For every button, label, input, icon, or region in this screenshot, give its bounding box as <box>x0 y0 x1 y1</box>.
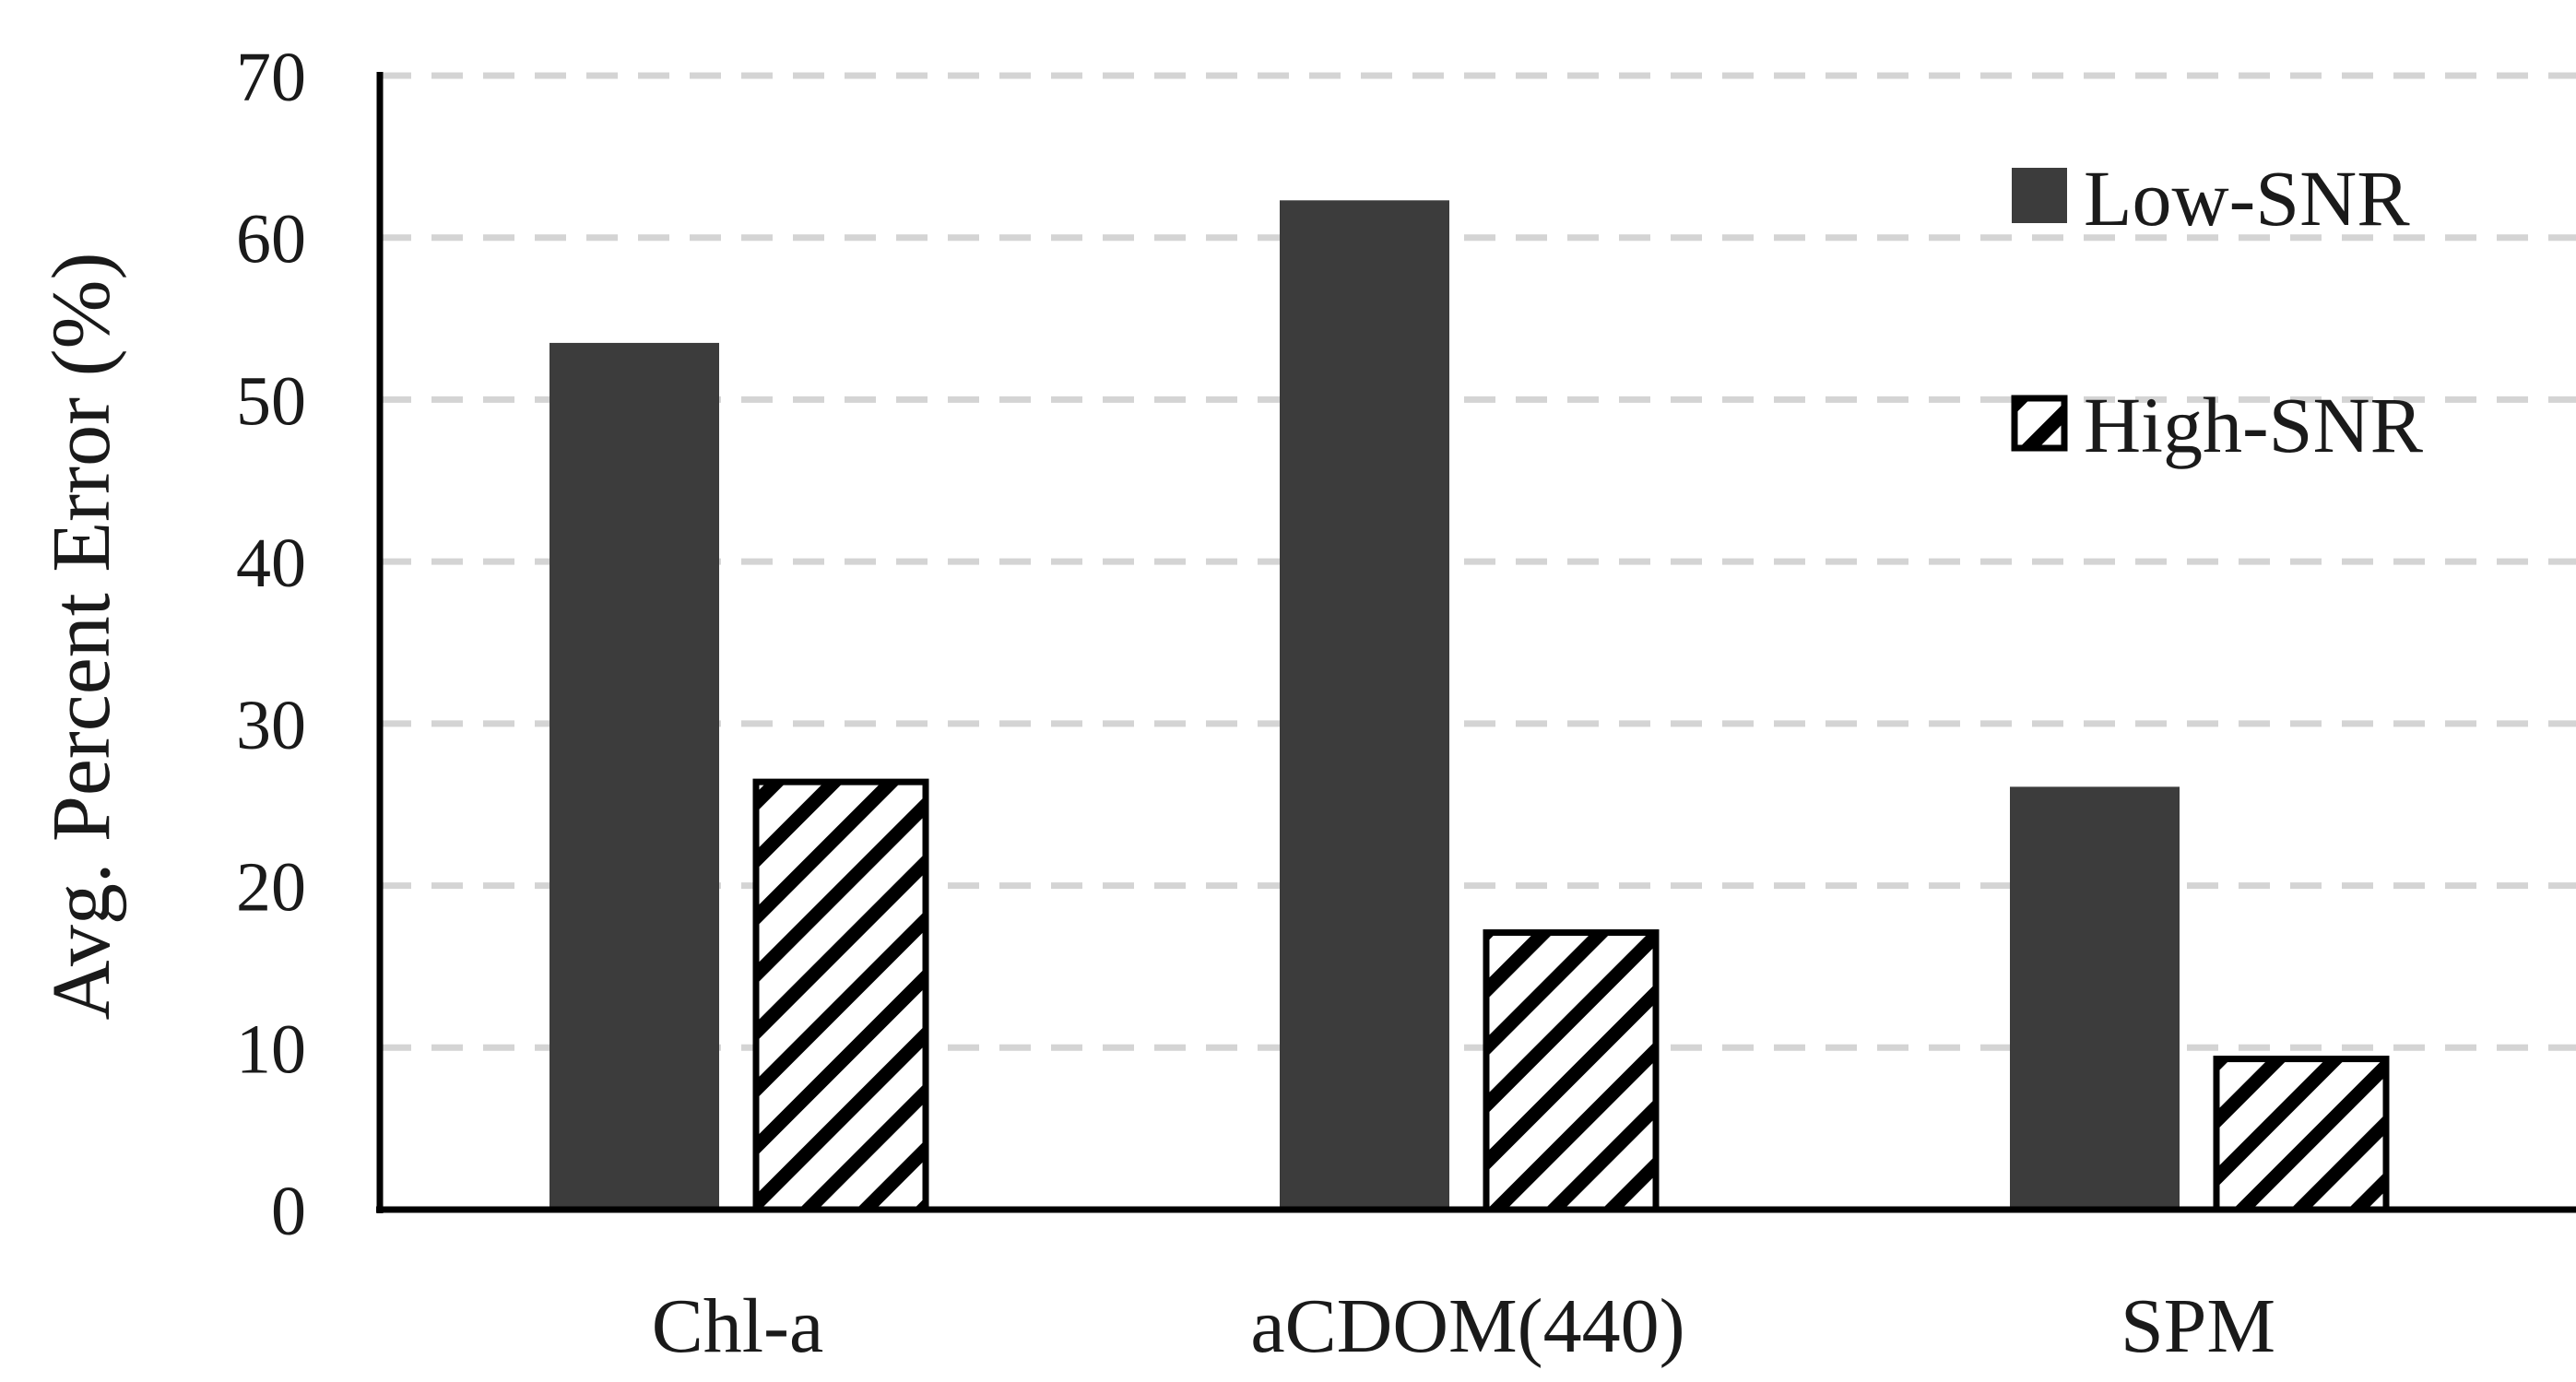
legend-swatch-high-snr <box>2011 395 2068 452</box>
y-tick-label: 10 <box>236 1010 306 1088</box>
bars <box>549 200 2390 1213</box>
x-category-label: SPM <box>2121 1283 2275 1369</box>
y-tick-label: 0 <box>271 1173 306 1250</box>
bar-high-snr-acdom-440- <box>1483 929 1660 1213</box>
y-tick-label: 30 <box>236 687 306 764</box>
legend: Low-SNR High-SNR <box>2011 154 2424 469</box>
x-category-label: Chl-a <box>652 1283 824 1369</box>
x-category-label: aCDOM(440) <box>1250 1283 1684 1369</box>
y-tick-label: 50 <box>236 362 306 440</box>
bar-high-snr-spm <box>2213 1056 2390 1213</box>
legend-swatch-low-snr <box>2012 168 2067 223</box>
bar-high-snr-chl-a <box>752 778 929 1213</box>
bar-low-snr-chl-a <box>549 342 719 1210</box>
legend-label-low-snr: Low-SNR <box>2084 154 2410 242</box>
axes <box>376 72 2576 1213</box>
bar-low-snr-spm <box>2010 786 2180 1210</box>
gridlines <box>380 72 2576 1051</box>
y-tick-label: 20 <box>236 849 306 927</box>
y-tick-label: 60 <box>236 201 306 278</box>
y-axis-label: Avg. Percent Error (%) <box>36 253 127 1021</box>
x-category-labels: Chl-a aCDOM(440) SPM <box>652 1283 2275 1369</box>
bar-low-snr-acdom-440- <box>1280 200 1449 1210</box>
y-tick-label: 70 <box>236 39 306 116</box>
y-tick-label: 40 <box>236 525 306 602</box>
y-tick-labels: 0 10 20 30 40 50 60 70 <box>236 39 306 1250</box>
legend-label-high-snr: High-SNR <box>2084 381 2424 469</box>
